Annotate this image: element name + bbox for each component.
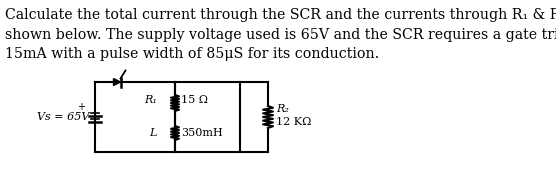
Text: 12 KΩ: 12 KΩ	[276, 117, 311, 127]
Text: 15 Ω: 15 Ω	[181, 95, 208, 105]
Text: 350mH: 350mH	[181, 128, 223, 138]
Text: L: L	[150, 128, 157, 138]
Text: +: +	[77, 102, 85, 112]
Text: R₁: R₁	[144, 95, 157, 105]
Text: Calculate the total current through the SCR and the currents through R₁ & R₂ for: Calculate the total current through the …	[5, 8, 556, 61]
Text: R₂: R₂	[276, 104, 289, 114]
Text: Vs = 65V: Vs = 65V	[37, 112, 89, 122]
Polygon shape	[113, 79, 121, 86]
